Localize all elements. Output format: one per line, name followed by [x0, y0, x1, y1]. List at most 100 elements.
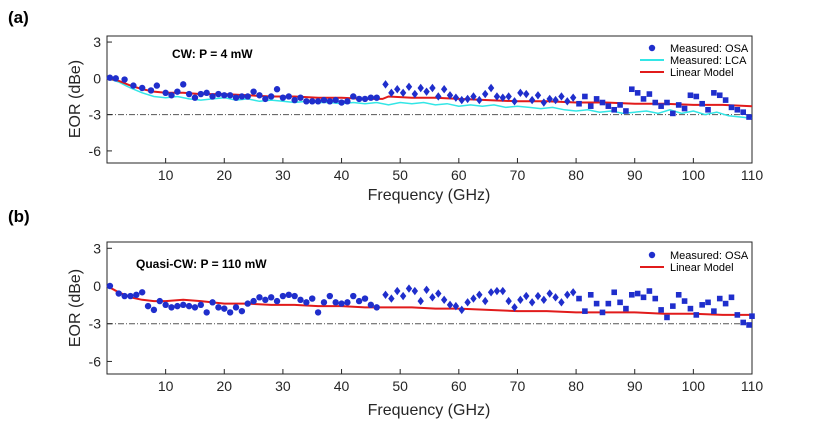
y-tick-label: -6 [89, 353, 102, 369]
points-a [106, 74, 752, 120]
data-point-square [705, 106, 711, 113]
data-point-circle [106, 282, 114, 290]
data-point-square [681, 105, 688, 112]
x-tick-label: 30 [275, 167, 291, 183]
y-tick-label: -3 [89, 107, 102, 123]
data-point-diamond [452, 301, 460, 311]
data-point-diamond [499, 93, 506, 102]
data-point-square [628, 86, 635, 93]
data-point-diamond [417, 296, 424, 306]
data-point-circle [285, 291, 292, 298]
data-point-circle [338, 300, 345, 307]
data-point-diamond [569, 288, 577, 297]
data-point-circle [121, 292, 128, 300]
data-point-diamond [511, 97, 518, 106]
data-point-diamond [482, 89, 489, 99]
data-point-square [746, 322, 752, 328]
data-point-circle [350, 292, 357, 300]
data-point-circle [215, 90, 222, 98]
data-point-diamond [399, 291, 407, 301]
data-point-circle [232, 94, 240, 101]
x-tick-label: 20 [216, 378, 232, 394]
data-point-diamond [411, 286, 419, 296]
data-point-diamond [423, 87, 430, 96]
data-point-square [599, 99, 606, 106]
data-point-circle [191, 94, 199, 101]
panel-label-a: (a) [8, 8, 29, 27]
data-point-square [734, 106, 741, 113]
x-tick-label: 40 [334, 167, 350, 183]
data-point-diamond [429, 83, 436, 93]
x-tick-label: 50 [392, 378, 408, 394]
data-point-circle [361, 295, 369, 302]
data-point-square [749, 313, 755, 319]
data-point-diamond [540, 295, 548, 305]
data-point-square [705, 299, 711, 306]
data-point-circle [174, 88, 181, 95]
data-point-square [716, 92, 723, 99]
data-point-circle [314, 309, 322, 316]
data-point-diamond [399, 88, 407, 98]
data-point-square [623, 108, 629, 114]
data-point-circle [203, 309, 210, 316]
data-point-diamond [394, 286, 401, 296]
data-point-diamond [476, 95, 483, 105]
data-point-diamond [540, 98, 548, 107]
data-point-circle [309, 295, 316, 302]
data-point-square [687, 305, 694, 312]
data-point-square [670, 110, 676, 117]
y-tick-label: 0 [93, 278, 101, 294]
data-point-diamond [417, 83, 424, 93]
data-point-square [611, 289, 618, 296]
legend-label: Measured: LCA [670, 55, 747, 67]
data-point-diamond [470, 294, 477, 303]
data-point-diamond [429, 293, 436, 302]
data-point-circle [221, 305, 228, 312]
data-point-circle [138, 289, 146, 296]
data-point-circle [156, 297, 163, 305]
data-point-diamond [534, 91, 542, 100]
data-point-circle [267, 93, 275, 100]
y-tick-label: 3 [93, 240, 101, 256]
data-point-diamond [546, 289, 553, 298]
data-point-square [675, 102, 682, 108]
data-point-diamond [476, 290, 483, 299]
data-point-circle [162, 301, 169, 309]
data-point-circle [355, 95, 363, 103]
data-point-circle [147, 87, 155, 94]
data-point-square [693, 93, 700, 100]
data-point-diamond [440, 85, 448, 94]
x-tick-label: 80 [568, 167, 584, 183]
data-point-square [734, 312, 741, 318]
data-point-diamond [523, 89, 530, 99]
data-point-square [599, 309, 606, 316]
data-point-diamond [564, 290, 571, 299]
data-point-square [587, 103, 594, 109]
data-point-square [640, 96, 647, 102]
points-b [106, 282, 755, 328]
data-point-circle [367, 94, 375, 101]
data-point-circle [303, 299, 310, 306]
data-point-diamond [394, 85, 401, 94]
annotation-a: CW: P = 4 mW [172, 47, 253, 61]
data-point-square [681, 298, 688, 304]
data-point-diamond [546, 94, 553, 104]
data-point-diamond [464, 94, 471, 104]
panel-label-b: (b) [8, 207, 30, 226]
x-tick-label: 110 [741, 378, 764, 394]
data-point-diamond [482, 296, 489, 306]
data-point-square [658, 103, 664, 109]
y-axis-label-a: EOR (dBe) [67, 60, 84, 138]
data-point-diamond [493, 92, 501, 101]
y-tick-label: -6 [89, 143, 102, 159]
data-point-circle [133, 291, 140, 298]
y-axis-label-b: EOR (dBe) [67, 269, 84, 347]
data-point-diamond [487, 288, 495, 297]
data-point-diamond [423, 285, 430, 294]
data-point-circle [138, 84, 146, 92]
data-point-diamond [452, 93, 460, 102]
data-point-diamond [517, 88, 524, 98]
